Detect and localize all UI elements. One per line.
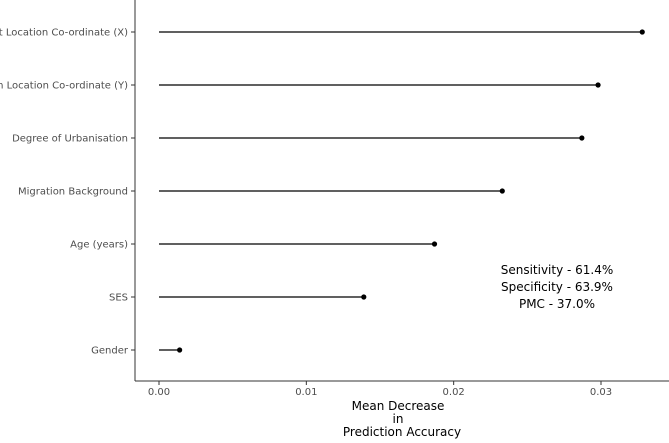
y-tick-label-age-years: Age (years) [70,240,128,251]
x-axis-title: Mean Decrease in Prediction Accuracy [343,399,461,439]
annotation-sensitivity: Sensitivity - 61.4% [501,263,614,277]
annotation-pmc: PMC - 37.0% [519,297,595,311]
x-tick-label-1: 0.01 [295,387,317,398]
y-tick-label-gender: Gender [91,346,129,357]
point-south-location-co-ordinate-y [595,82,600,87]
x-axis: 0.00 0.01 0.02 0.03 [135,381,669,398]
x-axis-title-line-1: Mean Decrease [352,399,445,413]
x-tick-label-3: 0.03 [590,387,612,398]
point-ses [361,294,366,299]
x-axis-title-line-2: in [393,412,404,426]
point-migration-background [500,188,505,193]
x-tick-label-0: 0.00 [148,387,170,398]
point-west-location-co-ordinate-x [640,29,645,34]
y-tick-label-west-location-co-ordinate-x: West Location Co-ordinate (X) [0,28,128,39]
annotation-specificity: Specificity - 63.9% [501,280,613,294]
y-tick-label-ses: SES [109,293,128,304]
y-tick-label-degree-of-urbanisation: Degree of Urbanisation [12,134,128,145]
point-gender [177,347,182,352]
x-axis-title-line-3: Prediction Accuracy [343,425,461,439]
y-tick-label-south-location-co-ordinate-y: South Location Co-ordinate (Y) [0,81,128,92]
annotation-box: Sensitivity - 61.4% Specificity - 63.9% … [501,263,614,311]
y-axis: West Location Co-ordinate (X) South Locat… [0,0,135,381]
y-tick-label-migration-background: Migration Background [18,187,128,198]
point-degree-of-urbanisation [579,135,584,140]
x-tick-label-2: 0.02 [443,387,465,398]
point-age-years [432,241,437,246]
